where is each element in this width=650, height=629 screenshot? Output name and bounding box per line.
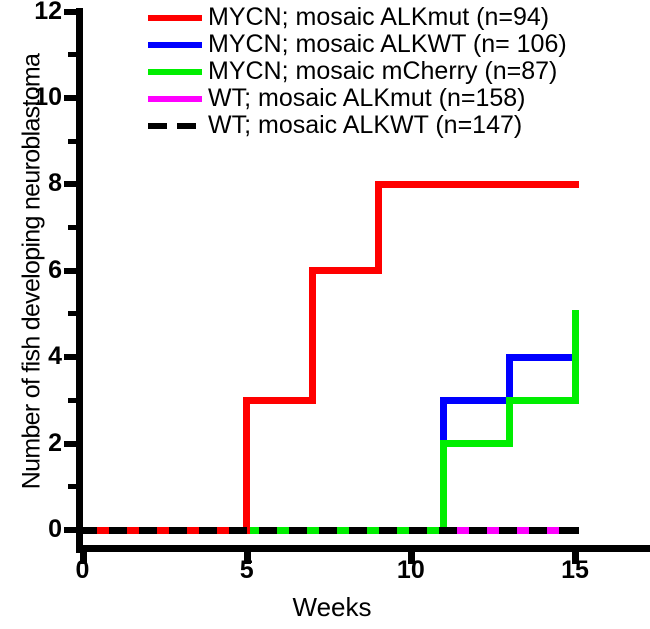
y-tick-major [64, 8, 77, 15]
series-segment [308, 267, 316, 404]
legend-line-green [146, 58, 204, 85]
x-tick [79, 551, 87, 564]
series-segment [440, 440, 513, 448]
series-segment [374, 180, 382, 275]
series-segment [243, 396, 316, 404]
series-segment [571, 310, 579, 404]
x-tick [572, 551, 579, 564]
series-segment [571, 180, 579, 188]
legend-line-magenta [146, 85, 204, 112]
series-segment [243, 396, 251, 534]
legend-line-red [146, 4, 204, 31]
y-tick-label: 2 [48, 428, 62, 457]
y-tick-minor [68, 138, 77, 144]
y-tick-major [64, 181, 77, 188]
legend-line [148, 96, 202, 102]
legend-line [148, 69, 202, 75]
series-segment [505, 353, 579, 361]
series-segment [571, 526, 579, 534]
y-tick-minor [68, 484, 77, 490]
legend-dash [148, 123, 167, 129]
y-tick-major [64, 527, 77, 533]
y-tick-minor [68, 225, 77, 231]
legend-dash [177, 123, 196, 129]
legend-item-label: WT; mosaic ALKWT (n=147) [208, 111, 523, 139]
series-segment [440, 396, 513, 404]
legend-line [148, 42, 202, 48]
y-tick-label: 4 [48, 342, 62, 371]
legend-item[interactable]: MYCN; mosaic ALKWT (n= 106) [146, 31, 567, 58]
y-tick-major [64, 267, 77, 274]
y-tick-minor [68, 397, 77, 403]
legend-item-label: MYCN; mosaic ALKmut (n=94) [208, 3, 550, 31]
legend-item[interactable]: MYCN; mosaic mCherry (n=87) [146, 58, 567, 85]
legend-line-blue [146, 31, 204, 58]
series-segment [505, 396, 579, 404]
legend-item-label: MYCN; mosaic ALKWT (n= 106) [208, 30, 567, 58]
legend-item-label: MYCN; mosaic mCherry (n=87) [208, 57, 558, 85]
x-axis-line [76, 545, 650, 552]
series-segment [308, 267, 382, 275]
x-tick-label: 10 [396, 556, 425, 584]
y-tick-minor [68, 311, 77, 317]
series-segment [505, 353, 513, 404]
x-axis-title: Weeks [292, 592, 372, 622]
y-tick-label: 12 [34, 0, 62, 25]
y-tick-label: 10 [34, 82, 62, 111]
x-tick-label: 5 [239, 556, 254, 584]
y-tick-minor [68, 52, 77, 58]
series-segment [505, 396, 513, 448]
y-tick-label: 0 [48, 515, 62, 543]
y-axis-line [76, 8, 83, 553]
y-tick-label: 6 [48, 255, 62, 284]
y-tick-major [64, 354, 77, 361]
x-tick [243, 551, 251, 564]
legend-line-dashed-black [146, 112, 204, 139]
series-segment [79, 526, 579, 534]
x-tick-label: 15 [561, 556, 589, 584]
x-tick [407, 551, 415, 564]
y-tick-major [64, 94, 77, 101]
legend-item-label: WT; mosaic ALKmut (n=158) [208, 84, 526, 112]
legend-line [148, 15, 202, 21]
legend-item[interactable]: MYCN; mosaic ALKmut (n=94) [146, 4, 567, 31]
legend-item[interactable]: WT; mosaic ALKmut (n=158) [146, 85, 567, 112]
x-tick-label: 0 [75, 556, 90, 584]
y-tick-major [64, 440, 77, 447]
legend-item[interactable]: WT; mosaic ALKWT (n=147) [146, 112, 567, 139]
chart-legend: MYCN; mosaic ALKmut (n=94) MYCN; mosaic A… [146, 4, 567, 139]
series-segment [440, 440, 448, 534]
series-segment [374, 180, 579, 188]
y-tick-label: 8 [48, 169, 62, 198]
